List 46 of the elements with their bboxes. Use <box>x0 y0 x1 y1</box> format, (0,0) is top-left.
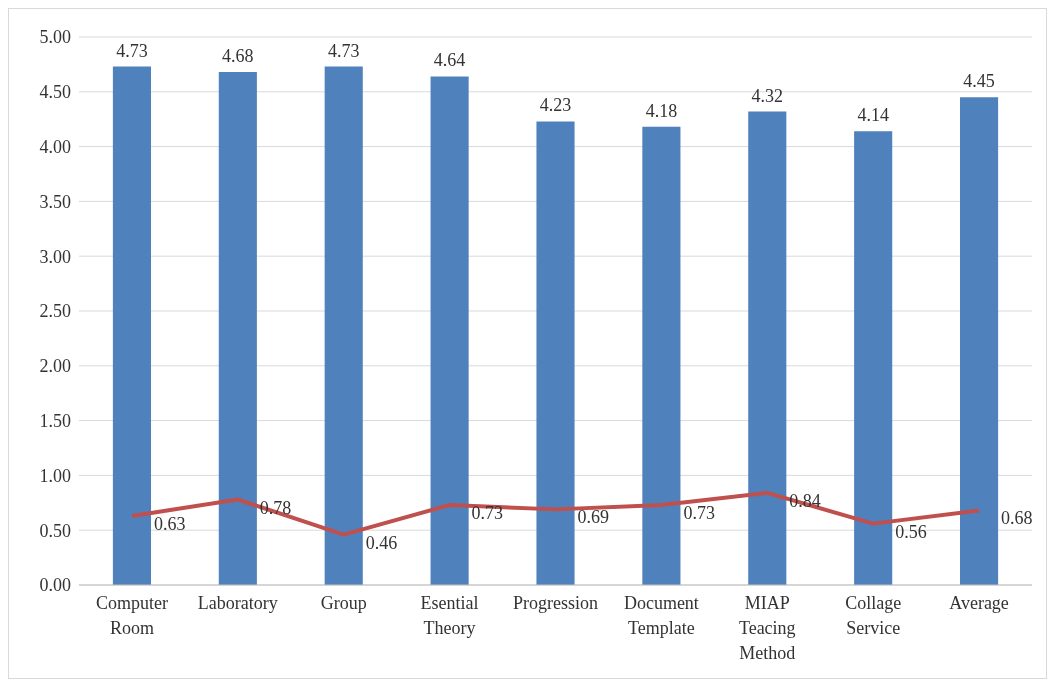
x-tick-label: Group <box>320 593 367 613</box>
y-tick-label: 2.00 <box>39 356 71 377</box>
line-series <box>129 490 982 537</box>
bar <box>960 97 999 585</box>
x-tick-label: Collage Service <box>845 593 902 638</box>
y-tick-label: 0.50 <box>39 520 71 541</box>
data-label: 0.69 <box>577 507 609 528</box>
data-label: 4.45 <box>963 71 995 92</box>
data-label: 4.18 <box>645 100 678 121</box>
data-label: 4.73 <box>116 40 148 61</box>
bar <box>536 121 575 585</box>
y-tick-label: 3.00 <box>39 246 71 267</box>
data-label: 4.68 <box>222 46 254 67</box>
data-label: 0.73 <box>471 502 504 523</box>
y-tick-label: 1.50 <box>39 410 71 431</box>
x-tick-label: Progression <box>513 593 598 613</box>
bar <box>112 66 151 585</box>
data-label: 0.68 <box>1001 508 1033 529</box>
bar <box>642 126 681 585</box>
data-label: 4.32 <box>751 85 784 106</box>
y-tick-label: 0.00 <box>39 575 71 596</box>
y-tick-label: 4.00 <box>39 136 71 157</box>
data-label: 4.23 <box>539 95 572 116</box>
y-tick-label: 4.50 <box>39 82 71 103</box>
bar <box>218 72 257 585</box>
data-label: 0.46 <box>365 532 398 553</box>
data-label: 0.63 <box>153 513 186 534</box>
x-tick-label: Computer Room <box>95 593 168 638</box>
x-tick-label: Average <box>949 593 1009 613</box>
x-tick-label: Laboratory <box>197 593 278 613</box>
bar <box>430 76 469 585</box>
bar <box>748 111 787 585</box>
bar <box>324 66 363 585</box>
x-tick-label: Document Template <box>623 593 699 638</box>
y-tick-label: 2.50 <box>39 301 71 322</box>
data-label: 4.73 <box>327 40 360 61</box>
data-label: 0.56 <box>895 521 927 542</box>
y-tick-label: 3.50 <box>39 191 71 212</box>
data-label: 4.64 <box>433 50 466 71</box>
x-tick-label: MIAP Teacing Method <box>738 593 796 663</box>
bar <box>854 131 893 585</box>
x-tick-label: Esential Theory <box>420 593 479 638</box>
data-label: 0.73 <box>683 502 715 523</box>
y-tick-label: 5.00 <box>39 27 71 48</box>
data-label: 4.14 <box>857 105 889 126</box>
y-tick-label: 1.00 <box>39 465 71 486</box>
